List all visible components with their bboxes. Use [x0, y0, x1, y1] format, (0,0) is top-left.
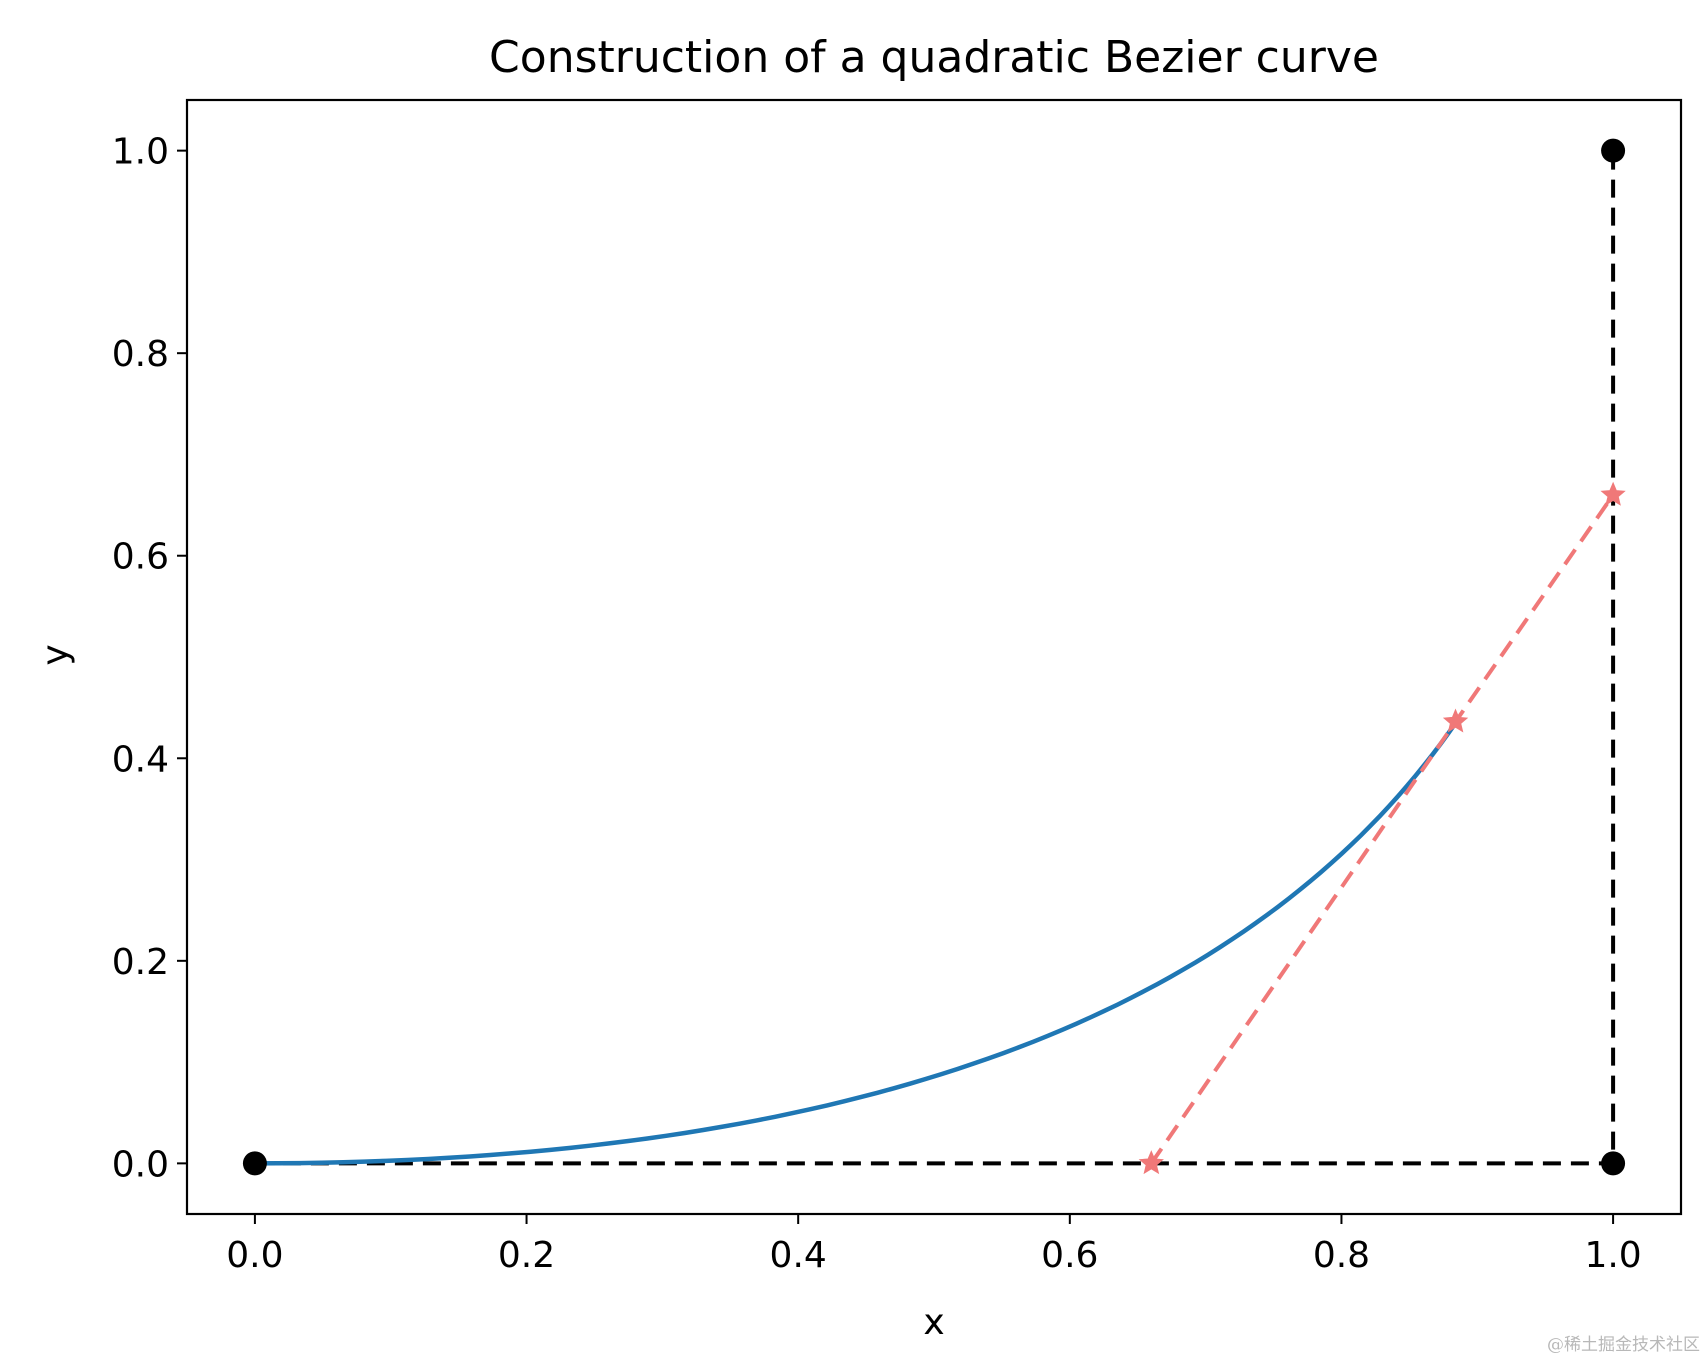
axes-frame [185, 98, 1683, 1216]
x-tick-label: 0.0 [226, 1235, 283, 1276]
x-tick-label: 0.6 [1041, 1235, 1098, 1276]
control-polygon-line [254, 150, 1616, 1166]
x-axis-label: x [923, 1302, 944, 1343]
construction-point-marker [1600, 481, 1626, 506]
construction-markers [1138, 481, 1626, 1175]
y-tick-label: 1.0 [112, 132, 169, 173]
control-point-marker [1601, 1151, 1626, 1176]
x-tick-label: 1.0 [1584, 1235, 1641, 1276]
construction-line [1149, 493, 1615, 1165]
construction-point-marker [1442, 708, 1469, 733]
construction-point-marker [1138, 1150, 1164, 1175]
x-tick-label: 0.8 [1313, 1235, 1370, 1276]
y-tick-label: 0.6 [112, 537, 169, 578]
control-point-marker [1601, 138, 1626, 163]
y-axis-ticks: 0.0 0.2 0.4 0.6 0.8 1.0 [112, 132, 187, 1185]
x-tick-label: 0.4 [770, 1235, 827, 1276]
x-axis-ticks: 0.0 0.2 0.4 0.6 0.8 1.0 [226, 1214, 1642, 1276]
y-tick-label: 0.2 [112, 942, 169, 983]
x-tick-label: 0.2 [498, 1235, 555, 1276]
y-tick-label: 0.8 [112, 334, 169, 375]
chart-title: Construction of a quadratic Bezier curve [489, 32, 1379, 83]
y-axis-label: y [35, 644, 76, 665]
control-point-marker [242, 1151, 267, 1176]
y-tick-label: 0.4 [112, 739, 169, 780]
plot-area [242, 138, 1626, 1176]
watermark: @稀土掘金技术社区 [1547, 1335, 1700, 1355]
bezier-curve-line [254, 720, 1458, 1166]
y-tick-label: 0.0 [112, 1144, 169, 1185]
control-point-markers [242, 138, 1626, 1176]
